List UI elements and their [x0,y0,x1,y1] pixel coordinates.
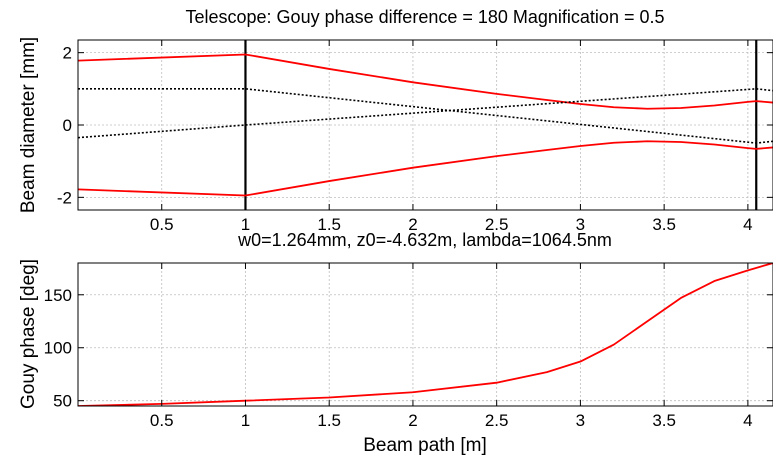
x-tick-label: 4 [743,411,752,430]
x-tick-label: 0.5 [150,411,174,430]
bottom-x-ticks: 0.5 1 1.5 2 2.5 3 3.5 4 [150,263,753,430]
y-tick-label: 100 [44,339,72,358]
bottom-chart-title: w0=1.264mm, z0=-4.632m, lambda=1064.5nm [237,230,612,250]
bottom-grid [78,263,773,406]
bottom-y-axis-label: Gouy phase [deg] [18,259,39,409]
beam-line-0 [78,53,773,110]
x-tick-label: 1 [241,215,250,234]
top-y-axis-label: Beam diameter [mm] [18,37,39,213]
beam-line-1 [78,140,773,197]
ray-line-2 [78,88,773,144]
x-tick-label: 2.5 [485,215,509,234]
top-y-ticks: -2 0 2 [57,44,773,207]
x-tick-label: 2.5 [485,411,509,430]
x-tick-label: 0.5 [150,215,174,234]
y-tick-label: 2 [63,44,72,63]
x-tick-label: 1.5 [317,411,341,430]
x-tick-label: 4 [743,215,752,234]
top-grid [78,40,773,210]
bottom-x-axis-label: Beam path [m] [363,435,487,456]
x-tick-label: 3.5 [652,411,676,430]
ray-line-3 [78,88,773,139]
top-series [78,53,773,197]
x-tick-label: 3.5 [652,215,676,234]
top-x-ticks: 0.5 1 1.5 2 2.5 3 3.5 4 [150,40,753,234]
bottom-plot-frame [77,262,773,407]
x-tick-label: 2 [408,215,417,234]
bottom-y-ticks: 50 100 150 [44,286,773,411]
beam-diameter-chart: Telescope: Gouy phase difference = 180 M… [18,7,773,234]
y-tick-label: 50 [53,392,72,411]
y-tick-label: -2 [57,188,72,207]
x-tick-label: 2 [408,411,417,430]
x-tick-label: 3 [576,215,585,234]
y-tick-label: 150 [44,286,72,305]
bottom-series [78,263,773,406]
x-tick-label: 1.5 [317,215,341,234]
top-chart-title: Telescope: Gouy phase difference = 180 M… [186,7,665,27]
gouy-phase-chart: w0=1.264mm, z0=-4.632m, lambda=1064.5nm … [18,230,773,456]
x-tick-label: 1 [241,411,250,430]
y-tick-label: 0 [63,116,72,135]
x-tick-label: 3 [576,411,585,430]
beam-line-0 [78,263,773,406]
top-optical-elements [244,40,758,210]
